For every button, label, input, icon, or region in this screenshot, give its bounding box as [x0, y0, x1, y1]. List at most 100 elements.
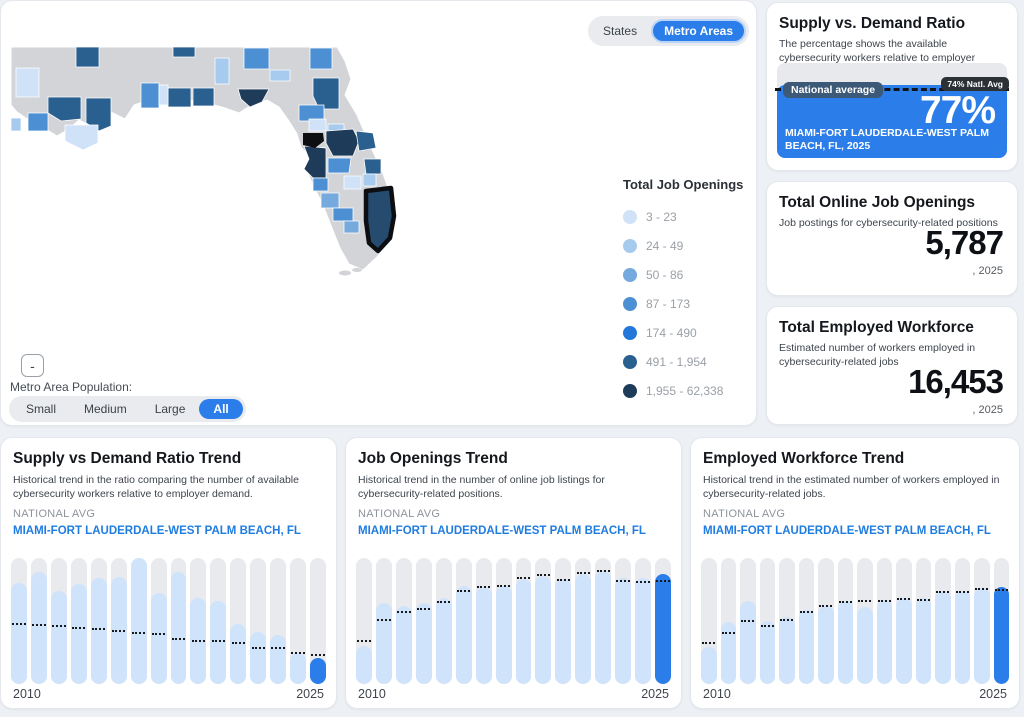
trend-column-2012[interactable] [50, 558, 67, 684]
trend-column-2019[interactable] [535, 558, 552, 684]
trend-column-2022[interactable] [935, 558, 951, 684]
trend-column-2013[interactable] [415, 558, 432, 684]
metro-legend[interactable]: MIAMI-FORT LAUDERDALE-WEST PALM BEACH, F… [703, 525, 991, 537]
trend-column-2013[interactable] [70, 558, 87, 684]
trend-column-2010[interactable] [701, 558, 717, 684]
metro-bar [701, 647, 717, 684]
trend-column-2017[interactable] [150, 558, 167, 684]
trend-column-2017[interactable] [495, 558, 512, 684]
metro-bar [30, 571, 47, 684]
trend-column-2016[interactable] [475, 558, 492, 684]
metro-region[interactable] [355, 130, 377, 152]
metro-legend[interactable]: MIAMI-FORT LAUDERDALE-WEST PALM BEACH, F… [13, 525, 301, 537]
population-option-all[interactable]: All [199, 399, 243, 419]
population-filter: Small Medium Large All [9, 396, 246, 422]
trend-column-2015[interactable] [455, 558, 472, 684]
trend-column-2022[interactable] [250, 558, 267, 684]
trend-column-2024[interactable] [290, 558, 307, 684]
zoom-out-button[interactable]: - [21, 354, 44, 377]
trend-column-2024[interactable] [974, 558, 990, 684]
trend-column-2010[interactable] [11, 558, 27, 684]
national-avg-marker [437, 601, 451, 604]
metro-region[interactable] [343, 175, 362, 190]
metro-region[interactable] [327, 157, 352, 174]
trend-column-2013[interactable] [759, 558, 775, 684]
metro-region[interactable] [237, 88, 270, 108]
trend-column-2018[interactable] [515, 558, 532, 684]
trend-column-2019[interactable] [876, 558, 892, 684]
trend-column-2023[interactable] [270, 558, 287, 684]
metro-region[interactable] [140, 82, 160, 109]
trend-column-2023[interactable] [615, 558, 632, 684]
metro-region[interactable] [363, 158, 382, 175]
trend-column-2015[interactable] [110, 558, 127, 684]
trend-column-2022[interactable] [595, 558, 612, 684]
metro-region[interactable] [10, 117, 22, 132]
supply-demand-gauge[interactable]: National average 74% Natl. Avg 77% MIAMI… [775, 63, 1009, 158]
metro-region[interactable] [64, 124, 99, 151]
trend-column-2011[interactable] [30, 558, 47, 684]
metro-region-selected-miami[interactable] [363, 185, 397, 254]
metro-region[interactable] [15, 67, 40, 98]
trend-column-2018[interactable] [857, 558, 873, 684]
trend-column-2018[interactable] [170, 558, 187, 684]
trend-column-2011[interactable] [720, 558, 736, 684]
trend-column-2014[interactable] [90, 558, 107, 684]
toggle-metro-areas[interactable]: Metro Areas [651, 19, 746, 43]
national-avg-marker [596, 569, 610, 572]
trend-column-2020[interactable] [210, 558, 227, 684]
trend-column-2010[interactable] [356, 558, 372, 684]
metro-region[interactable] [312, 177, 329, 192]
metro-region[interactable] [298, 104, 325, 122]
metro-region[interactable] [312, 77, 340, 110]
trend-column-2016[interactable] [130, 558, 147, 684]
metro-region[interactable] [308, 118, 327, 132]
trend-column-2011[interactable] [375, 558, 392, 684]
metro-region[interactable] [167, 87, 192, 108]
metro-region[interactable] [269, 69, 291, 82]
metro-region-hovered[interactable] [303, 133, 324, 148]
metro-region[interactable] [343, 220, 360, 234]
trend-column-2015[interactable] [798, 558, 814, 684]
trend-column-2020[interactable] [555, 558, 572, 684]
metro-region[interactable] [243, 47, 270, 70]
metro-region[interactable] [320, 192, 340, 209]
florida-keys [339, 270, 351, 276]
trend-column-2012[interactable] [740, 558, 756, 684]
trend-column-2025[interactable] [993, 558, 1009, 684]
metro-region[interactable] [332, 207, 354, 222]
trend-column-2020[interactable] [896, 558, 912, 684]
trend-column-2023[interactable] [954, 558, 970, 684]
metro-region[interactable] [27, 112, 49, 132]
metro-region[interactable] [75, 46, 100, 68]
metro-region[interactable] [158, 84, 169, 106]
florida-metro-map[interactable] [1, 1, 758, 427]
metro-region[interactable] [172, 46, 196, 58]
national-avg-marker [916, 598, 930, 601]
trend-column-2016[interactable] [818, 558, 834, 684]
trend-column-2017[interactable] [837, 558, 853, 684]
x-axis-end: 2025 [296, 687, 324, 701]
population-option-small[interactable]: Small [26, 402, 57, 416]
metro-region[interactable] [362, 173, 377, 187]
trend-column-2021[interactable] [230, 558, 247, 684]
metro-region[interactable] [192, 87, 215, 107]
trend-column-2014[interactable] [779, 558, 795, 684]
metro-legend[interactable]: MIAMI-FORT LAUDERDALE-WEST PALM BEACH, F… [358, 525, 646, 537]
trend-column-2021[interactable] [915, 558, 931, 684]
metro-region[interactable] [47, 96, 82, 122]
metro-region[interactable] [85, 97, 112, 132]
population-option-medium[interactable]: Medium [84, 402, 127, 416]
trend-column-2014[interactable] [435, 558, 452, 684]
trend-column-2025[interactable] [655, 558, 671, 684]
metro-region[interactable] [214, 57, 230, 85]
trend-column-2024[interactable] [635, 558, 652, 684]
metro-region[interactable] [325, 128, 360, 157]
trend-column-2021[interactable] [575, 558, 592, 684]
trend-column-2019[interactable] [190, 558, 207, 684]
trend-column-2025[interactable] [310, 558, 326, 684]
toggle-states[interactable]: States [603, 24, 638, 38]
population-option-large[interactable]: Large [154, 402, 186, 416]
metro-region[interactable] [309, 47, 333, 70]
trend-column-2012[interactable] [395, 558, 412, 684]
